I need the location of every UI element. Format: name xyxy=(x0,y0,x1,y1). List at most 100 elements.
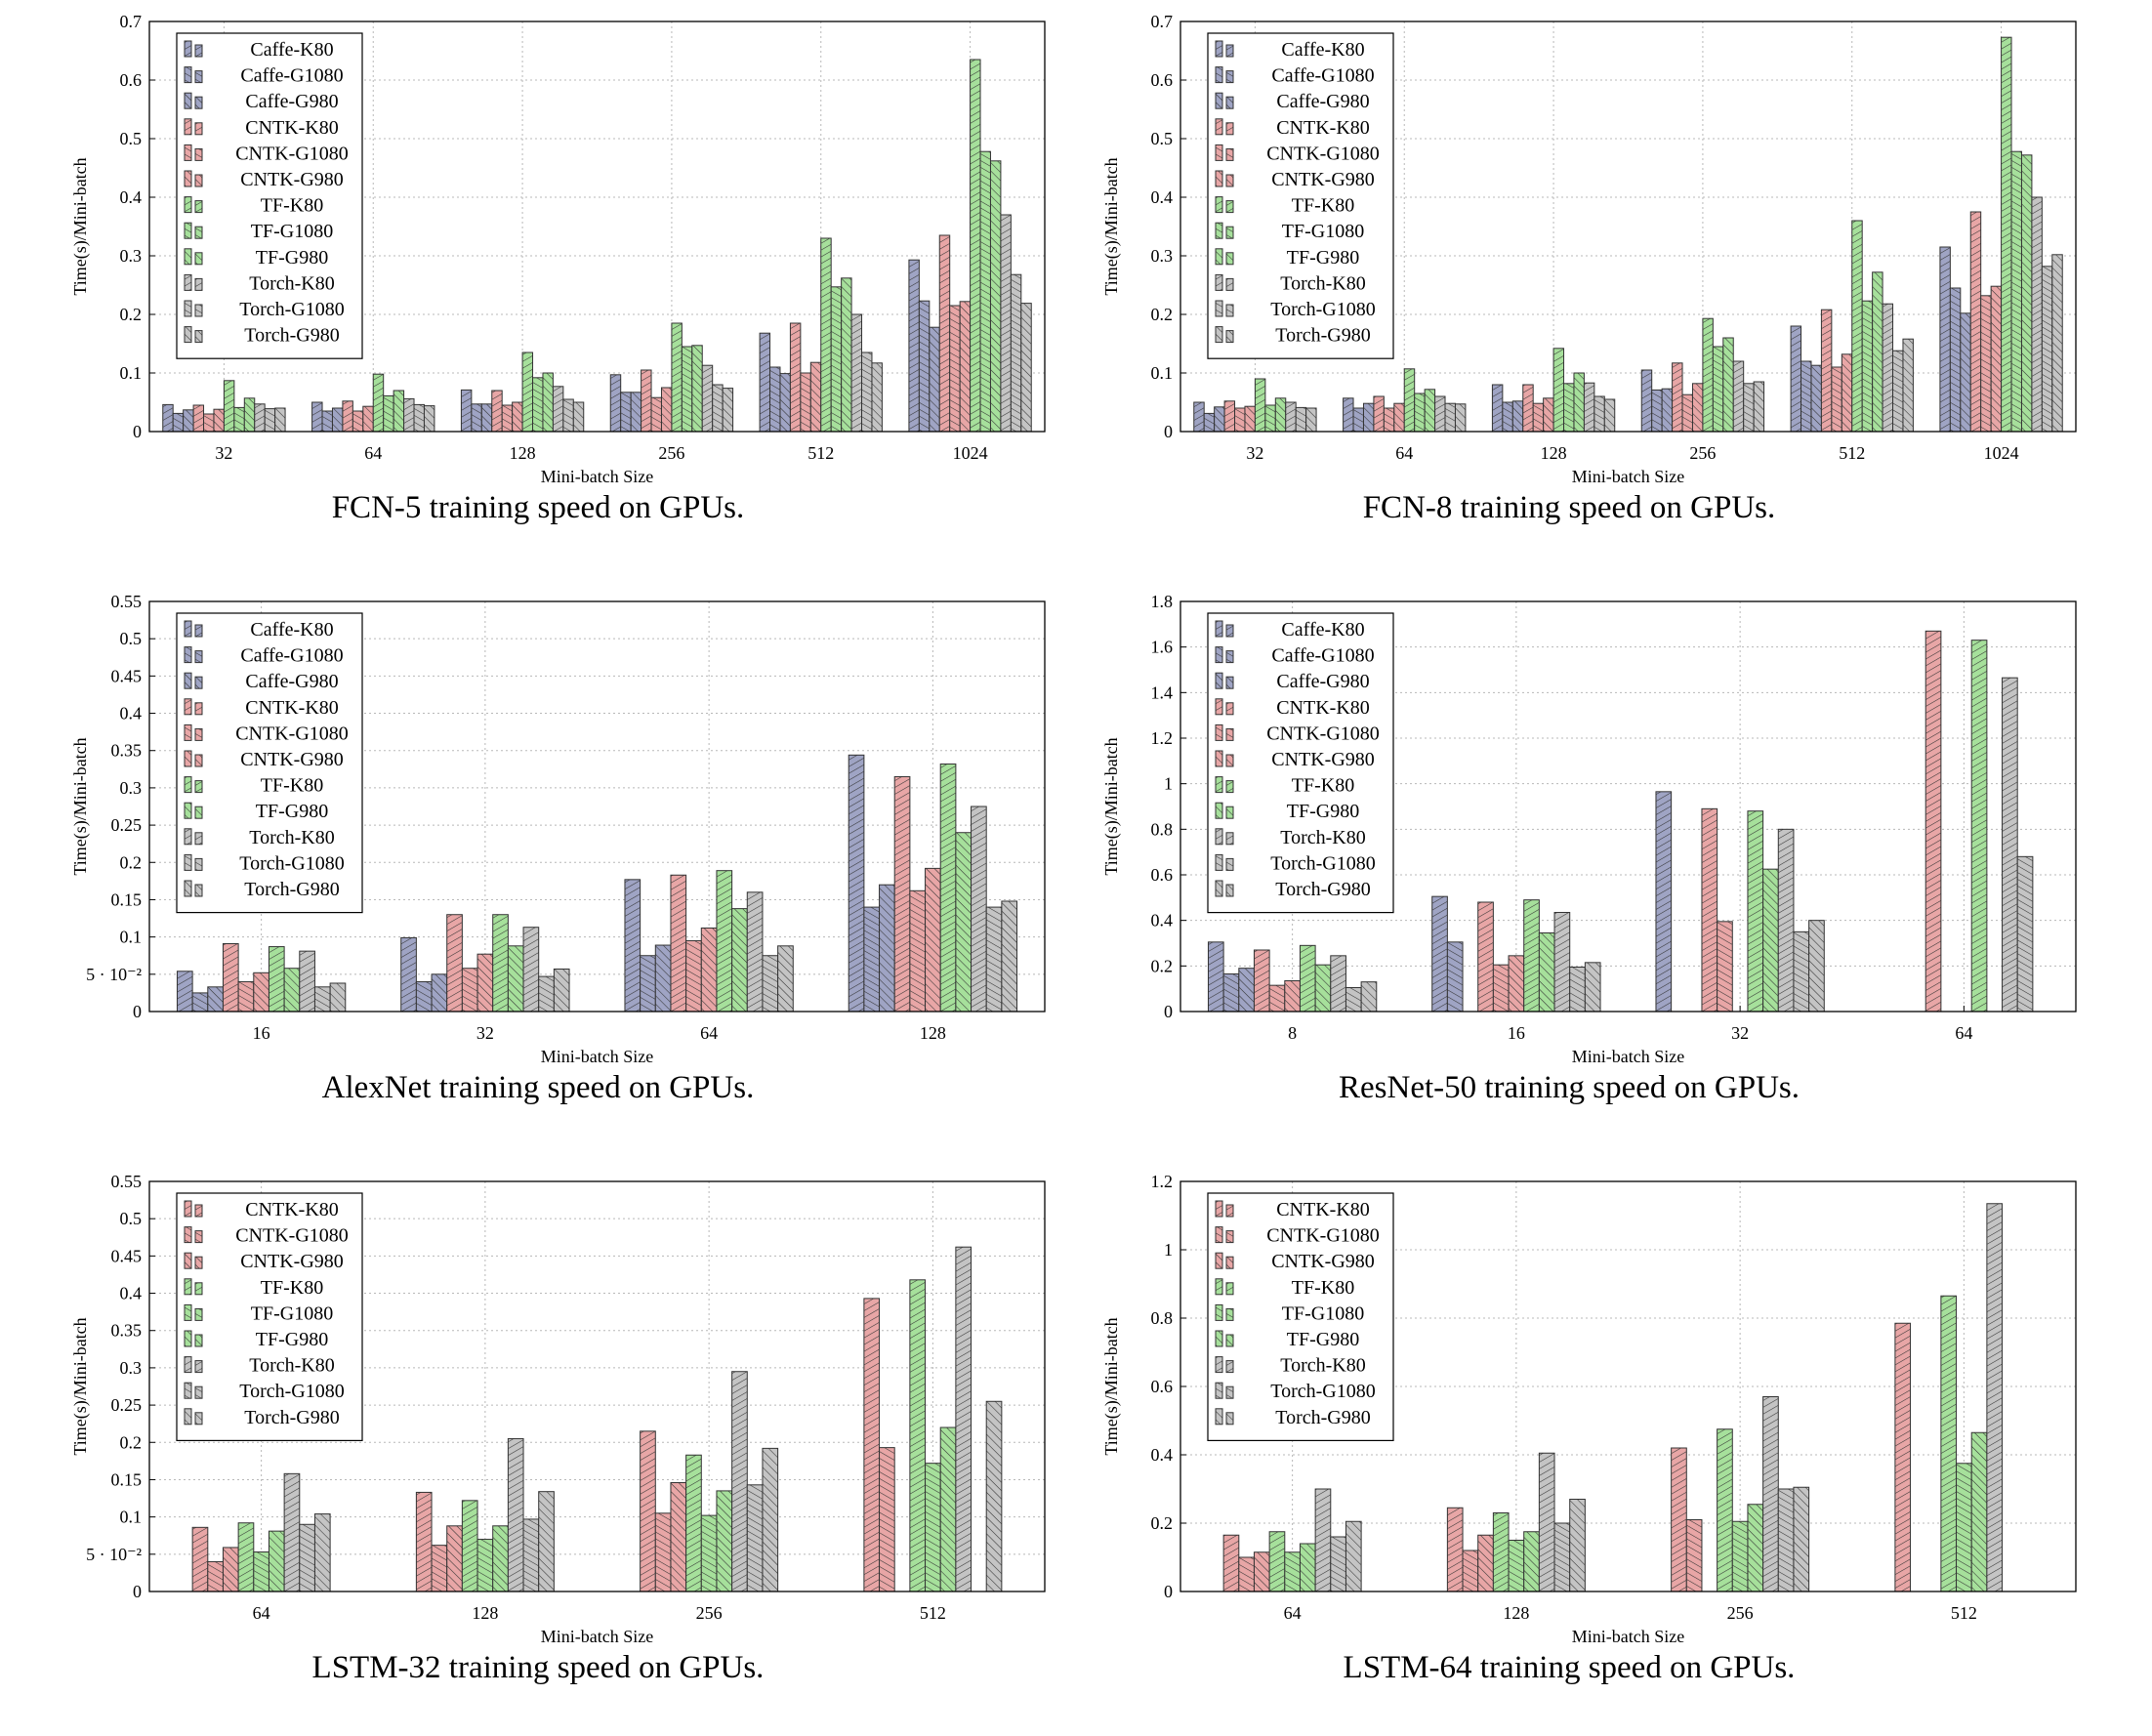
plot-frame xyxy=(1179,1180,2077,1592)
bar-cntk-g980 xyxy=(660,387,673,433)
bar-torch-g1080 xyxy=(1777,1488,1795,1592)
legend: Caffe-K80 Caffe-G1080 Caffe-G980 CNTK-K80 CN… xyxy=(1207,612,1394,914)
bar-caffe-g980 xyxy=(654,944,672,1013)
legend-swatch xyxy=(194,702,203,716)
bar-torch-k80 xyxy=(1762,1396,1779,1592)
bar-tf-g1080 xyxy=(1508,1540,1525,1592)
legend-swatch xyxy=(184,698,192,716)
bar-torch-k80 xyxy=(552,386,564,433)
bar-cntk-k80 xyxy=(191,1526,209,1592)
legend-box xyxy=(176,32,363,359)
bar-torch-g1080 xyxy=(1553,1522,1571,1592)
legend-label-caffe-g980: Caffe-G980 xyxy=(245,91,338,112)
bar-caffe-g1080 xyxy=(1203,412,1216,433)
bar-torch-k80 xyxy=(955,1246,973,1592)
bar-caffe-g980 xyxy=(1661,388,1674,433)
x-tick-label: 1024 xyxy=(1984,443,2019,463)
legend-label-cntk-g980: CNTK-G980 xyxy=(240,1251,344,1272)
plot-frame xyxy=(1179,600,2077,1013)
bar-torch-g1080 xyxy=(264,408,276,433)
bar-caffe-k80 xyxy=(1431,895,1448,1013)
y-tick-label: 0.3 xyxy=(120,246,143,266)
legend-swatch xyxy=(1215,1252,1223,1269)
chart-caption: LSTM-64 training speed on GPUs. xyxy=(1343,1650,1796,1685)
bar-cntk-g1080 xyxy=(1717,921,1733,1013)
legend-swatch xyxy=(1225,857,1234,871)
x-tick-label: 8 xyxy=(1288,1023,1297,1043)
bar-caffe-g1080 xyxy=(1651,389,1663,433)
legend-swatch xyxy=(184,1408,192,1426)
legend-label-cntk-g1080: CNTK-G1080 xyxy=(235,143,349,164)
bar-torch-g980 xyxy=(1793,1486,1810,1592)
y-tick-label: 0.25 xyxy=(111,1395,143,1415)
legend-swatch xyxy=(1225,226,1234,239)
x-tick-label: 512 xyxy=(807,443,834,463)
legend-label-torch-g980: Torch-G980 xyxy=(244,879,339,900)
y-axis-label: Time(s)/Mini-batch xyxy=(70,737,91,875)
legend-label-cntk-k80: CNTK-K80 xyxy=(1276,697,1370,719)
y-tick-label: 1.6 xyxy=(1151,638,1174,657)
bar-caffe-k80 xyxy=(1491,384,1504,433)
bar-caffe-g980 xyxy=(630,392,642,433)
y-tick-label: 0.35 xyxy=(111,741,143,761)
y-tick-label: 0.45 xyxy=(111,1246,143,1265)
y-tick-label: 0.45 xyxy=(111,666,143,685)
legend-swatch xyxy=(1215,66,1223,84)
legend-swatch xyxy=(1225,1204,1234,1218)
bar-tf-g980 xyxy=(1523,1531,1540,1592)
bar-tf-g980 xyxy=(955,832,973,1013)
y-tick-label: 0.3 xyxy=(1151,246,1174,266)
bar-torch-g980 xyxy=(1808,920,1825,1013)
legend-swatch xyxy=(194,832,203,846)
bar-torch-g1080 xyxy=(1743,383,1755,433)
bar-cntk-k80 xyxy=(938,234,951,433)
bar-cntk-k80 xyxy=(222,943,239,1013)
legend-label-torch-g1080: Torch-G1080 xyxy=(1270,852,1375,874)
legend-swatch xyxy=(1215,828,1223,846)
bar-tf-g1080 xyxy=(383,394,394,433)
bar-cntk-k80 xyxy=(1522,384,1534,433)
legend-swatch xyxy=(1225,702,1234,716)
legend-swatch xyxy=(194,727,203,741)
bar-torch-k80 xyxy=(2031,196,2043,433)
bar-tf-g1080 xyxy=(1712,346,1724,433)
legend: CNTK-K80 CNTK-G1080 CNTK-G980 TF-K80 TF-G108… xyxy=(176,1192,363,1441)
legend-swatch xyxy=(1215,1408,1223,1426)
legend-swatch xyxy=(194,884,203,897)
bar-tf-g1080 xyxy=(1264,404,1276,433)
legend-swatch xyxy=(184,66,192,84)
bar-torch-g1080 xyxy=(1345,987,1362,1013)
bar-torch-k80 xyxy=(1553,912,1571,1013)
bar-tf-k80 xyxy=(223,380,235,433)
bar-torch-g980 xyxy=(1345,1520,1362,1592)
x-tick-label: 128 xyxy=(1541,443,1567,463)
bar-torch-g1080 xyxy=(1295,406,1307,433)
legend-swatch xyxy=(184,40,192,58)
chart-lstm32: 0 5 · 10⁻² 0.1 0.15 0.2 0.25 0.3 0.35 0.4 0.45 0.5… xyxy=(0,1160,1076,1736)
legend-swatch xyxy=(194,650,203,664)
bar-tf-g1080 xyxy=(700,1514,718,1592)
x-tick-label: 128 xyxy=(920,1023,946,1043)
bar-caffe-g1080 xyxy=(1949,287,1962,433)
legend-label-torch-g1080: Torch-G1080 xyxy=(1270,299,1375,320)
x-tick-label: 32 xyxy=(215,443,232,463)
bar-tf-k80 xyxy=(2001,36,2012,433)
bar-caffe-k80 xyxy=(460,389,473,433)
y-tick-label: 0.4 xyxy=(1151,1445,1174,1465)
bar-tf-g980 xyxy=(989,160,1002,433)
bar-tf-g980 xyxy=(1274,397,1287,433)
legend-label-tf-k80: TF-K80 xyxy=(261,775,323,797)
plot-frame xyxy=(1179,21,2077,433)
y-tick-label: 0.5 xyxy=(120,629,143,648)
y-tick-label: 1 xyxy=(1164,774,1173,794)
legend-swatch xyxy=(1215,672,1223,689)
legend-swatch xyxy=(1215,853,1223,871)
bar-tf-g1080 xyxy=(830,286,843,433)
bar-tf-g1080 xyxy=(253,1551,269,1592)
y-tick-label: 0.1 xyxy=(1151,363,1174,383)
legend: Caffe-K80 Caffe-G1080 Caffe-G980 CNTK-K80 CN… xyxy=(176,612,363,914)
y-tick-label: 0 xyxy=(1164,1002,1173,1021)
bar-caffe-k80 xyxy=(908,259,920,433)
bar-torch-g1080 xyxy=(1330,1536,1346,1592)
legend-label-torch-k80: Torch-K80 xyxy=(1280,1355,1365,1377)
